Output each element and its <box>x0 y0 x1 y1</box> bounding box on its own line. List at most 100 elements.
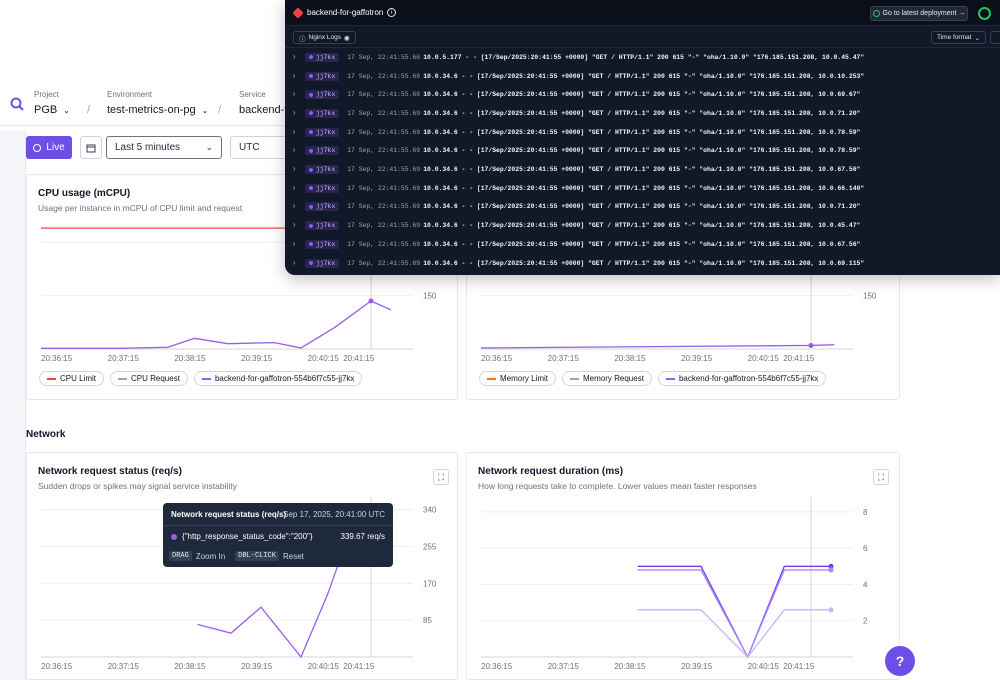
log-message: 10.0.34.6 - - [17/Sep/2025:20:41:55 +000… <box>423 184 865 192</box>
log-message: 10.0.34.6 - - [17/Sep/2025:20:41:55 +000… <box>423 72 865 80</box>
log-timestamp: 17 Sep, 22:41:55.69 <box>347 222 421 230</box>
log-row[interactable]: › jj7kx 17 Sep, 22:41:55.69 10.0.34.6 - - [… <box>285 104 1000 123</box>
network-duration-chart[interactable]: 2 4 6 8 20:36:15 20:37:15 20:38:15 20:39:15 20:4… <box>467 495 899 675</box>
x-tick-label: 20:36:15 <box>41 354 73 363</box>
pod-dot-icon <box>309 92 313 97</box>
pod-badge: jj7kx <box>305 108 340 118</box>
chevron-right-icon[interactable]: › <box>291 108 297 118</box>
pod-dot-icon <box>309 111 313 116</box>
log-message: 10.0.34.6 - - [17/Sep/2025:20:41:55 +000… <box>423 128 861 136</box>
y-tick-label: 85 <box>423 616 432 625</box>
time-format-select[interactable]: Time format ⌄ <box>931 31 986 44</box>
go-to-latest-deployment-button[interactable]: Go to latest deployment → <box>870 6 968 21</box>
log-row[interactable]: › jj7kx 17 Sep, 22:41:55.69 10.0.34.6 - - [… <box>285 142 1000 161</box>
series-line <box>41 300 392 349</box>
series-point <box>808 342 814 348</box>
pod-name: jj7kx <box>316 166 336 174</box>
x-tick-label: 20:36:15 <box>481 354 513 363</box>
breadcrumb-environment[interactable]: Environment test-metrics-on-pg ⌄ <box>107 90 208 116</box>
x-tick-label: 20:41:15 <box>343 662 375 671</box>
status-ring-icon <box>978 7 991 20</box>
chevron-right-icon[interactable]: › <box>291 258 297 268</box>
breadcrumb-separator: / <box>218 104 222 116</box>
legend-memory-limit[interactable]: Memory Limit <box>479 371 557 386</box>
cpu-card-title: CPU usage (mCPU) <box>38 188 131 199</box>
chevron-right-icon[interactable]: › <box>291 52 297 62</box>
chevron-right-icon[interactable]: › <box>291 146 297 156</box>
log-row[interactable]: › jj7kx 17 Sep, 22:41:55.69 10.0.34.6 - - [… <box>285 160 1000 179</box>
check-circle-icon <box>872 10 880 17</box>
drag-hint: Zoom In <box>195 551 226 561</box>
y-tick-label: 150 <box>863 292 877 301</box>
log-timestamp: 17 Sep, 22:41:55.69 <box>347 203 421 211</box>
x-tick-label: 20:40:15 <box>308 354 340 363</box>
log-row[interactable]: › jj7kx 17 Sep, 22:41:55.69 10.0.34.6 - - [… <box>285 254 1000 273</box>
chevron-right-icon[interactable]: › <box>291 71 297 81</box>
chevron-right-icon[interactable]: › <box>291 239 297 249</box>
tooltip-divider <box>163 525 393 526</box>
pod-badge: jj7kx <box>305 239 340 249</box>
live-button[interactable]: Live <box>26 136 72 159</box>
log-timestamp: 17 Sep, 22:41:55.69 <box>347 166 421 174</box>
log-message: 10.0.34.6 - - [17/Sep/2025:20:41:55 +000… <box>423 259 865 267</box>
series-point <box>368 298 374 304</box>
series-point <box>828 567 834 573</box>
chevron-right-icon[interactable]: › <box>291 165 297 175</box>
timezone-select[interactable]: UTC <box>230 136 290 159</box>
log-message: 10.0.34.6 - - [17/Sep/2025:20:41:55 +000… <box>423 203 861 211</box>
chevron-right-icon[interactable]: › <box>291 183 297 193</box>
x-tick-label: 20:41:15 <box>783 354 815 363</box>
log-row[interactable]: › jj7kx 17 Sep, 22:41:55.69 10.0.34.6 - - [… <box>285 216 1000 235</box>
legend-memory-series[interactable]: backend-for-gaffotron-554b6f7c55-jj7kx <box>657 371 827 386</box>
legend-cpu-request[interactable]: CPU Request <box>110 371 188 386</box>
breadcrumb-service[interactable]: Service backend-fo <box>239 90 293 116</box>
log-row[interactable]: › jj7kx 17 Sep, 22:41:55.69 10.0.34.6 - - [… <box>285 235 1000 254</box>
project-label: Project <box>34 90 59 99</box>
chevron-right-icon[interactable]: › <box>291 90 297 100</box>
log-message: 10.0.34.6 - - [17/Sep/2025:20:41:55 +000… <box>423 240 861 248</box>
log-row[interactable]: › jj7kx 17 Sep, 22:41:55.69 10.0.34.6 - - [… <box>285 198 1000 217</box>
log-row[interactable]: › jj7kx 17 Sep, 22:41:55.69 10.0.34.6 - - [… <box>285 179 1000 198</box>
legend-memory-request[interactable]: Memory Request <box>562 371 652 386</box>
chevron-down-icon: ⌄ <box>63 105 70 115</box>
legend-cpu-limit[interactable]: CPU Limit <box>39 371 105 386</box>
time-range-select[interactable]: Last 5 minutes ⌄ <box>106 136 222 159</box>
chevron-right-icon[interactable]: › <box>291 127 297 137</box>
calendar-button[interactable] <box>80 136 102 159</box>
dblclick-hint: Reset <box>282 551 304 561</box>
x-tick-label: 20:37:15 <box>548 354 580 363</box>
log-row[interactable]: › jj7kx 17 Sep, 22:41:55.66 10.0.5.177 - - … <box>285 48 1000 67</box>
project-value: PGB <box>34 104 58 116</box>
nginx-logs-label: Nginx Logs <box>308 34 342 41</box>
pod-name: jj7kx <box>316 91 336 99</box>
log-row[interactable]: › jj7kx 17 Sep, 22:41:55.68 10.0.34.6 - - [… <box>285 85 1000 104</box>
expand-icon[interactable]: ⛶ <box>873 469 889 485</box>
cpu-legend: CPU Limit CPU Request backend-for-gaffot… <box>39 371 363 386</box>
y-tick-label: 170 <box>423 579 437 588</box>
x-tick-label: 20:40:15 <box>748 354 780 363</box>
download-button[interactable] <box>990 31 1000 44</box>
series-line <box>637 609 831 658</box>
go-to-latest-label: Go to latest deployment → <box>882 10 966 17</box>
chevron-right-icon[interactable]: › <box>291 221 297 231</box>
log-row[interactable]: › jj7kx 17 Sep, 22:41:55.68 10.0.34.6 - - [… <box>285 67 1000 86</box>
breadcrumb-separator: / <box>87 104 91 116</box>
pod-dot-icon <box>309 148 313 153</box>
logs-header: backend-for-gaffotron i Go to latest depl… <box>285 0 1000 26</box>
legend-cpu-series[interactable]: backend-for-gaffotron-554b6f7c55-jj7kx <box>193 371 363 386</box>
log-row[interactable]: › jj7kx 17 Sep, 22:41:55.69 10.0.34.6 - - [… <box>285 123 1000 142</box>
pod-badge: jj7kx <box>305 127 340 137</box>
pod-name: jj7kx <box>316 184 336 192</box>
breadcrumb-project[interactable]: Project PGB ⌄ <box>34 90 70 116</box>
info-icon[interactable]: i <box>387 8 397 17</box>
log-message: 10.0.34.6 - - [17/Sep/2025:20:41:55 +000… <box>423 222 861 230</box>
pod-badge: jj7kx <box>305 165 340 175</box>
expand-icon[interactable]: ⛶ <box>433 469 449 485</box>
x-tick-label: 20:36:15 <box>41 662 73 671</box>
tooltip-hints: DRAG Zoom In DBL-CLICK Reset <box>169 551 304 561</box>
pod-name: jj7kx <box>316 147 336 155</box>
chevron-right-icon[interactable]: › <box>291 202 297 212</box>
nginx-logs-toggle[interactable]: ⓘ Nginx Logs ◉ <box>293 31 356 44</box>
help-button[interactable]: ? <box>885 646 915 676</box>
x-tick-label: 20:37:15 <box>108 662 140 671</box>
